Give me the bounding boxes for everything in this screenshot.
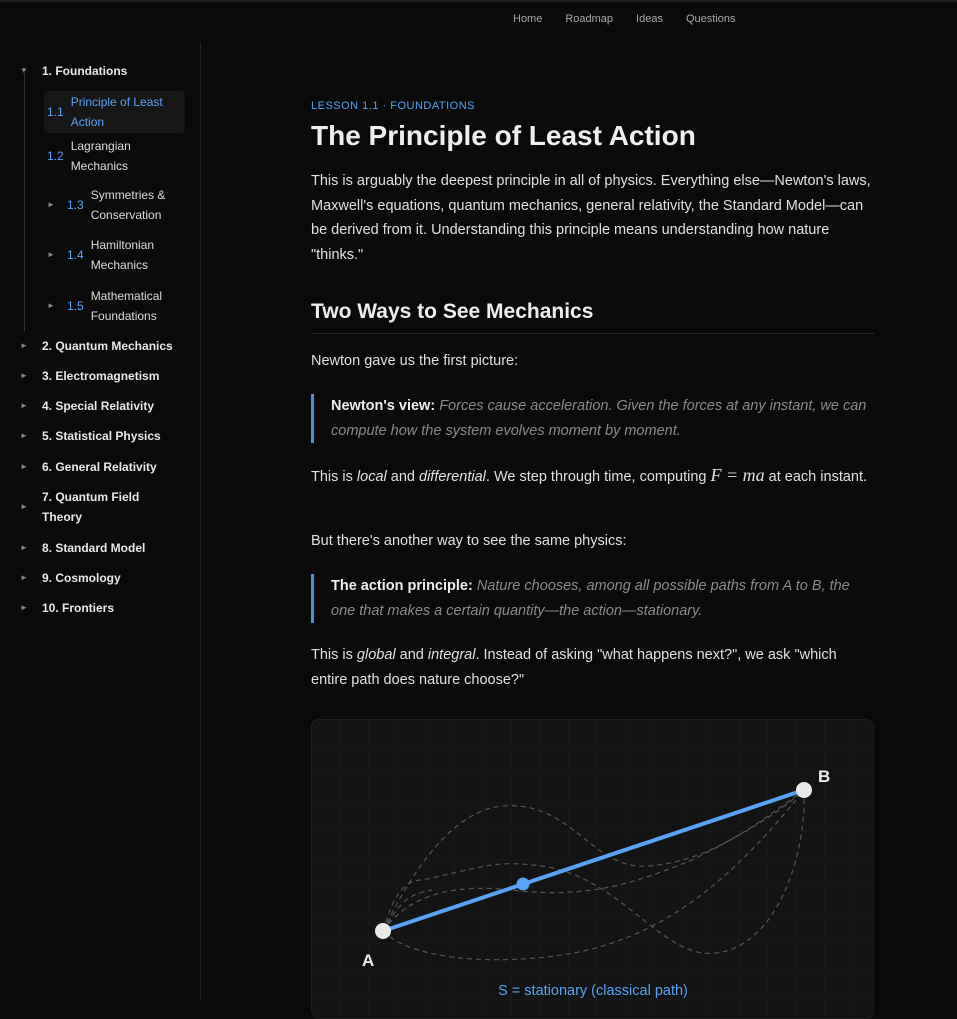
- sidebar-section-qft[interactable]: ► 7. Quantum Field Theory: [20, 490, 140, 524]
- label-b: B: [818, 767, 830, 786]
- paths-svg: A B S = stationary (classical path): [312, 720, 873, 1018]
- nav-questions[interactable]: Questions: [685, 13, 736, 25]
- label-a: A: [362, 951, 374, 970]
- tree-line: [24, 71, 25, 331]
- chevron-right-icon: ►: [47, 301, 55, 310]
- alternate-path: [382, 889, 433, 932]
- sidebar-section-quantum-mechanics[interactable]: ► 2. Quantum Mechanics: [20, 336, 173, 356]
- lesson-eyebrow: LESSON 1.1 · FOUNDATIONS: [311, 100, 475, 112]
- chevron-right-icon: ►: [20, 462, 28, 471]
- sidebar-section-foundations[interactable]: ▼1. Foundations: [20, 61, 127, 81]
- chevron-right-icon: ►: [47, 250, 55, 259]
- chevron-right-icon: ►: [20, 543, 28, 552]
- sidebar-section-frontiers[interactable]: ► 10. Frontiers: [20, 598, 114, 618]
- grid: [312, 720, 873, 1018]
- nav-home[interactable]: Home: [513, 13, 543, 25]
- paragraph: This is global and integral. Instead of …: [311, 647, 837, 688]
- alternate-path: [382, 789, 805, 954]
- paragraph: Newton gave us the first picture:: [311, 353, 519, 369]
- point-b: [796, 782, 812, 798]
- alternate-path: [382, 789, 805, 961]
- sidebar-section-statistical-physics[interactable]: ► 5. Statistical Physics: [20, 426, 161, 446]
- sidebar-item-1-5[interactable]: ► 1.5 Mathematical Foundations: [47, 289, 163, 323]
- nav-roadmap[interactable]: Roadmap: [565, 13, 614, 25]
- chevron-right-icon: ►: [20, 401, 28, 410]
- chevron-down-icon: ▼: [20, 61, 42, 81]
- page-title: The Principle of Least Action: [311, 120, 696, 151]
- sidebar-section-electromagnetism[interactable]: ► 3. Electromagnetism: [20, 366, 159, 386]
- sidebar-item-1-4[interactable]: ► 1.4 Hamiltonian Mechanics: [47, 238, 155, 272]
- paragraph: But there's another way to see the same …: [311, 533, 627, 549]
- sidebar-section-general-relativity[interactable]: ► 6. General Relativity: [20, 457, 157, 477]
- classical-path: [382, 788, 805, 933]
- sidebar-section-special-relativity[interactable]: ► 4. Special Relativity: [20, 396, 154, 416]
- section-heading: Two Ways to See Mechanics: [311, 300, 874, 334]
- chevron-right-icon: ►: [20, 603, 28, 612]
- diagram-caption: S = stationary (classical path): [498, 983, 688, 999]
- intro-paragraph: This is arguably the deepest principle i…: [311, 173, 871, 263]
- chevron-right-icon: ►: [20, 431, 28, 440]
- chevron-right-icon: ►: [20, 573, 28, 582]
- paragraph: This is local and differential. We step …: [311, 465, 868, 485]
- alternate-path: [382, 789, 805, 932]
- sidebar-item-1-3[interactable]: ► 1.3 Symmetries & Conservation: [47, 188, 166, 222]
- chevron-right-icon: ►: [47, 200, 55, 209]
- action-quote: The action principle: Nature chooses, am…: [311, 574, 874, 623]
- top-nav: Home Roadmap Ideas Questions: [513, 13, 736, 25]
- chevron-right-icon: ►: [20, 341, 28, 350]
- top-border: [0, 0, 957, 2]
- sidebar-section-cosmology[interactable]: ► 9. Cosmology: [20, 568, 121, 588]
- newton-quote: Newton's view: Forces cause acceleration…: [311, 394, 874, 443]
- path-marker[interactable]: [516, 877, 530, 891]
- paths-diagram: A B S = stationary (classical path): [311, 719, 874, 1019]
- sidebar-item-1-1[interactable]: 1.1 Principle of Least Action: [44, 91, 185, 133]
- equation: F = ma: [710, 465, 765, 485]
- nav-ideas[interactable]: Ideas: [636, 13, 663, 25]
- chevron-right-icon: ►: [20, 502, 28, 511]
- chevron-right-icon: ►: [20, 371, 28, 380]
- sidebar-item-1-2[interactable]: 1.2 Lagrangian Mechanics: [47, 139, 131, 173]
- sidebar-section-standard-model[interactable]: ► 8. Standard Model: [20, 538, 145, 558]
- alternate-path: [382, 789, 805, 932]
- point-a: [375, 923, 391, 939]
